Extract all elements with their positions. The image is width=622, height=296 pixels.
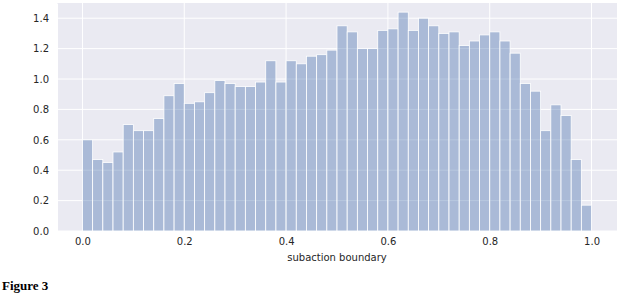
x-tick: 0.4 bbox=[279, 231, 295, 247]
grid bbox=[57, 3, 617, 231]
y-tick: 0.2 bbox=[33, 195, 57, 206]
bar bbox=[215, 81, 225, 231]
x-tick-label: 0.8 bbox=[482, 236, 498, 247]
bar bbox=[93, 160, 103, 231]
y-tick-label: 1.4 bbox=[33, 13, 49, 24]
y-tick-label: 1.2 bbox=[33, 43, 49, 54]
bar bbox=[194, 102, 204, 231]
x-axis-title: subaction boundary bbox=[287, 252, 387, 263]
bar bbox=[388, 29, 398, 231]
bar bbox=[245, 87, 255, 231]
bar bbox=[500, 41, 510, 231]
y-tick-label: 0.4 bbox=[33, 165, 49, 176]
bar bbox=[133, 131, 143, 231]
y-tick: 1.2 bbox=[33, 43, 57, 54]
bar bbox=[327, 50, 337, 231]
bar bbox=[184, 103, 194, 231]
y-tick-label: 0.8 bbox=[33, 104, 49, 115]
bar bbox=[368, 49, 378, 231]
plot: 0.0 0.2 0.4 0.6 0.8 1.0 0.0 0.2 0.4 0.6 0.8 1.0 1.2 1… bbox=[33, 3, 617, 247]
bar bbox=[296, 64, 306, 231]
bar bbox=[459, 46, 469, 231]
bar bbox=[510, 53, 520, 231]
bar bbox=[429, 26, 439, 231]
y-tick: 0.4 bbox=[33, 165, 57, 176]
bar bbox=[520, 84, 530, 231]
bar bbox=[530, 91, 540, 231]
x-axis: 0.0 0.2 0.4 0.6 0.8 1.0 bbox=[58, 231, 618, 247]
bar bbox=[123, 125, 133, 231]
bar bbox=[449, 32, 459, 231]
bar bbox=[286, 61, 296, 231]
x-tick-label: 0.2 bbox=[177, 236, 193, 247]
x-tick: 0.2 bbox=[177, 231, 193, 247]
bar bbox=[276, 82, 286, 231]
bar bbox=[347, 32, 357, 231]
bar bbox=[103, 163, 113, 231]
y-tick: 0.6 bbox=[33, 135, 57, 146]
x-axis-line bbox=[58, 231, 618, 232]
plot-background bbox=[57, 3, 617, 231]
x-tick-label: 0.4 bbox=[279, 236, 295, 247]
bar bbox=[541, 131, 551, 231]
y-tick: 1.4 bbox=[33, 13, 57, 24]
bar bbox=[306, 56, 316, 231]
bar bbox=[144, 131, 154, 231]
grid-line bbox=[57, 18, 617, 19]
y-axis: 0.0 0.2 0.4 0.6 0.8 1.0 1.2 1.4 bbox=[33, 4, 57, 237]
bar bbox=[164, 96, 174, 231]
bar bbox=[357, 49, 367, 231]
x-tick: 1.0 bbox=[584, 231, 600, 247]
y-tick-label: 0.2 bbox=[33, 195, 49, 206]
grid-line bbox=[591, 3, 592, 231]
bar bbox=[113, 152, 123, 231]
y-tick: 0.8 bbox=[33, 104, 57, 115]
y-tick-label: 0.0 bbox=[33, 226, 49, 237]
y-axis-line bbox=[57, 4, 58, 232]
bar bbox=[398, 12, 408, 231]
bar bbox=[235, 87, 245, 231]
bar bbox=[337, 26, 347, 231]
y-tick-label: 1.0 bbox=[33, 74, 49, 85]
caption: Figure 3 bbox=[2, 278, 49, 293]
bar bbox=[408, 30, 418, 231]
bar bbox=[317, 55, 327, 231]
bar bbox=[490, 32, 500, 231]
bar bbox=[418, 18, 428, 231]
bar bbox=[266, 61, 276, 231]
bar bbox=[174, 84, 184, 231]
bar bbox=[378, 30, 388, 231]
x-tick-label: 0.0 bbox=[75, 236, 91, 247]
bar bbox=[480, 35, 490, 231]
bar bbox=[256, 82, 266, 231]
bars bbox=[82, 12, 591, 231]
y-tick-label: 0.6 bbox=[33, 135, 49, 146]
bar bbox=[561, 115, 571, 231]
bar bbox=[439, 33, 449, 231]
bar bbox=[205, 93, 215, 231]
x-tick: 0.0 bbox=[75, 231, 91, 247]
chart: 0.0 0.2 0.4 0.6 0.8 1.0 0.0 0.2 0.4 0.6 0.8 1.0 1.2 1… bbox=[0, 0, 622, 296]
y-tick: 0.0 bbox=[33, 226, 57, 237]
bar bbox=[581, 205, 591, 231]
x-tick-label: 0.6 bbox=[380, 236, 396, 247]
bar bbox=[469, 41, 479, 231]
x-tick: 0.6 bbox=[380, 231, 396, 247]
x-tick: 0.8 bbox=[482, 231, 498, 247]
x-tick-label: 1.0 bbox=[584, 236, 600, 247]
bar bbox=[154, 119, 164, 231]
bar bbox=[571, 160, 581, 231]
y-tick: 1.0 bbox=[33, 74, 57, 85]
bar bbox=[82, 140, 92, 231]
bar bbox=[225, 84, 235, 231]
bar bbox=[551, 105, 561, 231]
